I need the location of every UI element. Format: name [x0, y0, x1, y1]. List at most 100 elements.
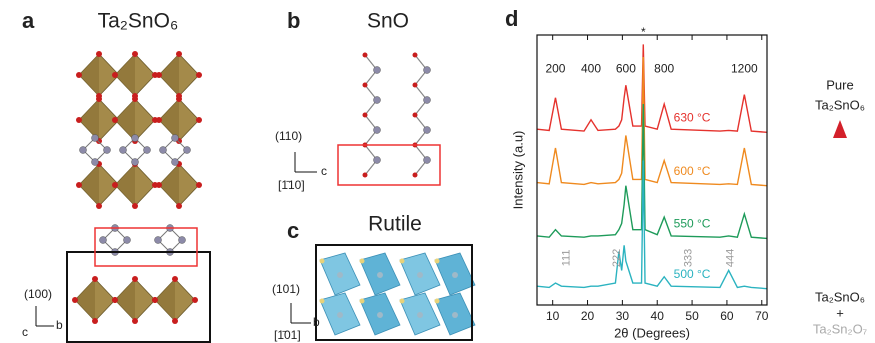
axis-label: [1̄10]: [278, 178, 305, 192]
tin-atom: [373, 66, 381, 74]
oxygen-atom: [192, 297, 198, 303]
octahedron-face: [159, 99, 179, 141]
highlight-box: [94, 227, 198, 267]
peak-label: 400: [581, 62, 601, 76]
oxygen-atom: [132, 203, 138, 209]
oxygen-atom: [156, 182, 162, 188]
tin-atom: [119, 146, 127, 154]
oxygen-atom: [76, 117, 82, 123]
oxygen-atom: [412, 52, 418, 58]
tin-atom: [131, 158, 139, 166]
oxygen-atom: [156, 117, 162, 123]
tin-atom: [423, 156, 431, 164]
panel-label: b: [287, 8, 300, 33]
panel-title: SnO: [367, 10, 409, 33]
oxygen-atom: [132, 318, 138, 324]
oxygen-atom: [132, 51, 138, 57]
impurity-label: 111: [561, 250, 573, 267]
tin-atom: [377, 312, 383, 318]
peak-label: 800: [654, 62, 674, 76]
axis-label: c: [321, 164, 327, 178]
oxygen-atom: [96, 203, 102, 209]
tin-atom: [159, 146, 167, 154]
axis-label: [1̄01]: [274, 328, 301, 342]
oxygen-atom: [196, 182, 202, 188]
oxygen-atom: [112, 72, 118, 78]
tin-atom: [171, 158, 179, 166]
oxygen-atom: [76, 72, 82, 78]
octahedron-face: [79, 164, 99, 206]
tin-atom: [143, 146, 151, 154]
tin-atom: [79, 146, 87, 154]
plot-frame: [536, 34, 768, 306]
xrd-trace: [536, 104, 768, 240]
oxygen-atom: [76, 182, 82, 188]
tin-atom: [91, 158, 99, 166]
octahedron-face: [115, 164, 135, 206]
x-tick-label: 10: [546, 309, 560, 323]
series-label: 500 °C: [674, 267, 711, 281]
panel-label: c: [287, 218, 299, 243]
tin-atom: [373, 156, 381, 164]
oxygen-atom: [156, 72, 162, 78]
oxygen-atom: [319, 298, 325, 304]
oxygen-atom: [176, 96, 182, 102]
oxygen-atom: [176, 203, 182, 209]
octahedron-face: [75, 279, 95, 321]
tin-atom: [154, 236, 162, 244]
tin-atom: [452, 272, 458, 278]
tin-atom: [423, 66, 431, 74]
x-tick-label: 70: [755, 309, 769, 323]
oxygen-atom: [92, 276, 98, 282]
xrd-chart: 630 °C 600 °C 550 °C 500 °C 10 20 30 40 50 60 70 2θ…: [510, 25, 768, 340]
x-tick-label: 50: [685, 309, 699, 323]
highlight-box: [337, 144, 441, 186]
tin-atom: [171, 134, 179, 142]
oxygen-atom: [362, 82, 368, 88]
tin-atom: [103, 146, 111, 154]
arrow-label: Ta₂Sn₂O₇: [813, 321, 868, 336]
oxygen-atom: [359, 298, 365, 304]
oxygen-atom: [399, 298, 405, 304]
x-tick-label: 60: [720, 309, 734, 323]
oxygen-atom: [362, 52, 368, 58]
arrow-label: Ta₂SnO₆: [815, 289, 865, 304]
peak-label: 600: [616, 62, 636, 76]
tin-atom: [423, 96, 431, 104]
octahedron-face: [155, 279, 175, 321]
oxygen-atom: [96, 96, 102, 102]
series-label: 600 °C: [674, 164, 711, 178]
oxygen-atom: [172, 318, 178, 324]
oxygen-atom: [72, 297, 78, 303]
tin-atom: [377, 272, 383, 278]
oxygen-atom: [112, 182, 118, 188]
oxygen-atom: [176, 51, 182, 57]
oxygen-atom: [412, 112, 418, 118]
oxygen-atom: [92, 318, 98, 324]
tin-atom: [99, 236, 107, 244]
oxygen-atom: [112, 117, 118, 123]
octahedron-face: [115, 54, 135, 96]
impurity-label: 222: [611, 249, 623, 267]
octahedron-face: [159, 164, 179, 206]
octahedron-face: [115, 99, 135, 141]
axis-label: (100): [24, 287, 52, 301]
oxygen-atom: [399, 258, 405, 264]
panel-label: a: [22, 8, 35, 33]
tin-atom: [337, 312, 343, 318]
tin-atom: [183, 146, 191, 154]
oxygen-atom: [132, 96, 138, 102]
tin-atom: [373, 96, 381, 104]
tin-atom: [123, 236, 131, 244]
xrd-trace: [536, 44, 768, 134]
arrow-label: +: [836, 305, 844, 320]
oxygen-atom: [112, 297, 118, 303]
y-axis-label: Intensity (a.u): [510, 131, 525, 210]
series-label: 550 °C: [674, 217, 711, 231]
x-axis-label: 2θ (Degrees): [614, 325, 690, 340]
x-tick-label: 30: [616, 309, 630, 323]
impurity-label: 333: [682, 249, 694, 267]
oxygen-atom: [196, 72, 202, 78]
oxygen-atom: [319, 258, 325, 264]
oxygen-atom: [362, 172, 368, 178]
